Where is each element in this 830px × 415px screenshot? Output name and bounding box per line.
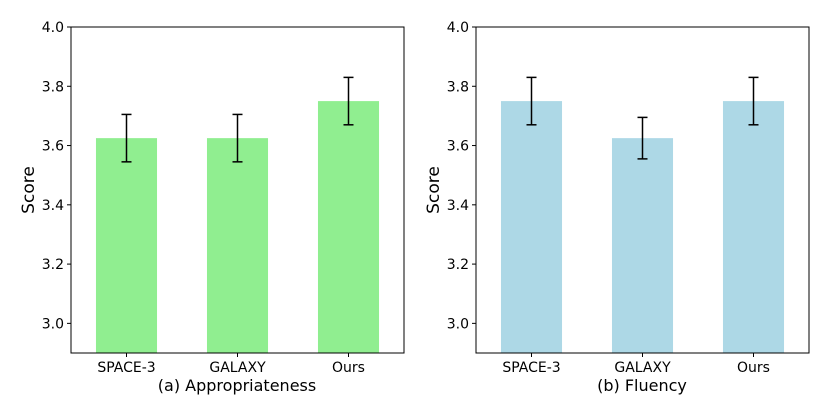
- bar-galaxy: [611, 138, 674, 353]
- x-tick-label: SPACE-3: [97, 360, 155, 376]
- y-tick-label: 3.6: [447, 139, 469, 155]
- x-tick-label: Ours: [332, 360, 365, 376]
- y-tick-label: 3.4: [42, 198, 64, 214]
- x-tick-label: SPACE-3: [502, 360, 560, 376]
- y-tick-label: 3.8: [42, 79, 64, 95]
- y-axis-label: Score: [19, 166, 39, 214]
- bar-space-3: [500, 101, 563, 353]
- x-tick-label: GALAXY: [614, 360, 671, 376]
- y-tick-label: 3.8: [447, 79, 469, 95]
- bar-galaxy: [206, 138, 269, 353]
- y-tick-label: 3.6: [42, 139, 64, 155]
- bar-ours: [722, 101, 785, 353]
- y-tick-label: 4.0: [447, 20, 469, 36]
- x-tick-label: Ours: [737, 360, 770, 376]
- y-tick-label: 4.0: [42, 20, 64, 36]
- y-tick-label: 3.0: [447, 316, 469, 332]
- y-axis-label: Score: [424, 166, 444, 214]
- chart-title: (a) Appropriateness: [158, 376, 316, 395]
- x-tick-label: GALAXY: [209, 360, 266, 376]
- bar-ours: [317, 101, 380, 353]
- y-tick-label: 3.0: [42, 316, 64, 332]
- bar-space-3: [95, 138, 158, 353]
- chart-title: (b) Fluency: [597, 376, 687, 395]
- y-tick-label: 3.2: [447, 257, 469, 273]
- y-tick-label: 3.2: [42, 257, 64, 273]
- chart-panel-fluency: 3.0 3.2 3.4 3.6 3.8 4.0 SPACE-3 GALAXY Ours Sco…: [424, 20, 810, 395]
- chart-panel-appropriateness: 3.0 3.2 3.4 3.6 3.8 4.0 SPACE-3 GALAXY Ours Sco…: [19, 20, 405, 395]
- y-tick-label: 3.4: [447, 198, 469, 214]
